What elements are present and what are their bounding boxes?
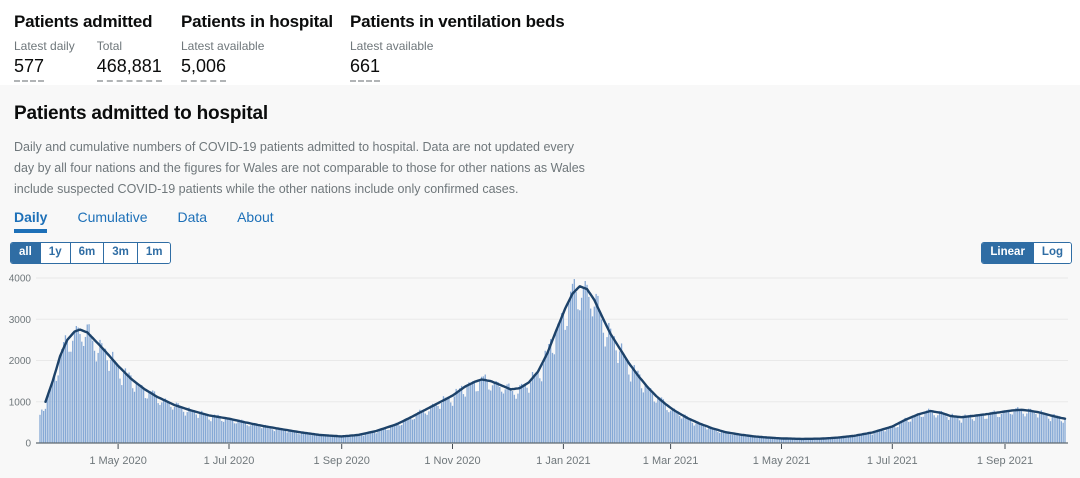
svg-text:1 Jul 2021: 1 Jul 2021 — [867, 455, 918, 467]
scale-button-linear[interactable]: Linear — [982, 242, 1034, 264]
stat-patients-in-hospital: Patients in hospital Latest available 5,… — [181, 12, 350, 85]
metric-latest-available: Latest available 5,006 — [181, 39, 264, 82]
svg-text:2000: 2000 — [9, 356, 32, 367]
svg-text:1 Mar 2021: 1 Mar 2021 — [643, 455, 699, 467]
stat-title: Patients in ventilation beds — [350, 12, 565, 31]
svg-text:1 May 2020: 1 May 2020 — [89, 455, 146, 467]
metric-latest-daily: Latest daily 577 — [14, 39, 75, 82]
stat-patients-in-ventilation-beds: Patients in ventilation beds Latest avai… — [350, 12, 565, 85]
stat-patients-admitted: Patients admitted Latest daily 577 Total… — [14, 12, 181, 85]
chart-card: Patients admitted to hospital Daily and … — [0, 85, 1080, 478]
svg-text:1 Nov 2020: 1 Nov 2020 — [424, 455, 480, 467]
metric-label: Latest daily — [14, 39, 75, 53]
metric-latest-available: Latest available 661 — [350, 39, 433, 82]
chart-controls: all 1y 6m 3m 1m Linear Log — [0, 241, 1080, 265]
svg-text:1 May 2021: 1 May 2021 — [753, 455, 810, 467]
scale-button-group: Linear Log — [981, 241, 1072, 265]
svg-text:4000: 4000 — [9, 274, 32, 285]
tab-about[interactable]: About — [237, 209, 274, 225]
svg-text:1 Sep 2021: 1 Sep 2021 — [977, 455, 1033, 467]
svg-text:0: 0 — [25, 439, 31, 450]
daily-admissions-bars — [39, 279, 1066, 443]
range-button-6m[interactable]: 6m — [70, 242, 105, 264]
card-description: Daily and cumulative numbers of COVID-19… — [14, 140, 585, 196]
rolling-average-line — [44, 285, 1067, 441]
tab-bar: Daily Cumulative Data About — [14, 209, 1080, 233]
chart-area: 1 May 2020 1 Jul 2020 1 Sep 2020 1 Nov 2020… — [0, 268, 1080, 478]
range-button-3m[interactable]: 3m — [104, 242, 138, 264]
svg-text:3000: 3000 — [9, 315, 32, 326]
metric-total: Total 468,881 — [96, 39, 162, 82]
admissions-chart[interactable]: 1 May 2020 1 Jul 2020 1 Sep 2020 1 Nov 2020… — [0, 268, 1080, 478]
card-title: Patients admitted to hospital — [14, 103, 268, 124]
scale-button-log[interactable]: Log — [1033, 242, 1071, 264]
tab-cumulative[interactable]: Cumulative — [77, 209, 148, 225]
range-button-group: all 1y 6m 3m 1m — [10, 241, 172, 265]
metric-label: Total — [96, 39, 123, 53]
svg-text:1000: 1000 — [9, 397, 32, 408]
metric-value: 661 — [350, 56, 381, 82]
range-button-1y[interactable]: 1y — [40, 242, 71, 264]
range-button-all[interactable]: all — [11, 242, 41, 264]
stat-title: Patients in hospital — [181, 12, 333, 31]
svg-text:1 Jul 2020: 1 Jul 2020 — [204, 455, 255, 467]
metric-value: 468,881 — [96, 56, 162, 82]
range-button-1m[interactable]: 1m — [137, 242, 171, 264]
stat-title: Patients admitted — [14, 12, 153, 31]
metric-value: 5,006 — [181, 56, 227, 82]
metric-label: Latest available — [181, 39, 265, 53]
svg-text:1 Sep 2020: 1 Sep 2020 — [314, 455, 370, 467]
headline-stats: Patients admitted Latest daily 577 Total… — [0, 0, 1080, 85]
metric-value: 577 — [14, 56, 45, 82]
tab-data[interactable]: Data — [177, 209, 208, 225]
svg-text:1 Jan 2021: 1 Jan 2021 — [536, 455, 590, 467]
tab-daily[interactable]: Daily — [14, 209, 48, 233]
metric-label: Latest available — [350, 39, 434, 53]
